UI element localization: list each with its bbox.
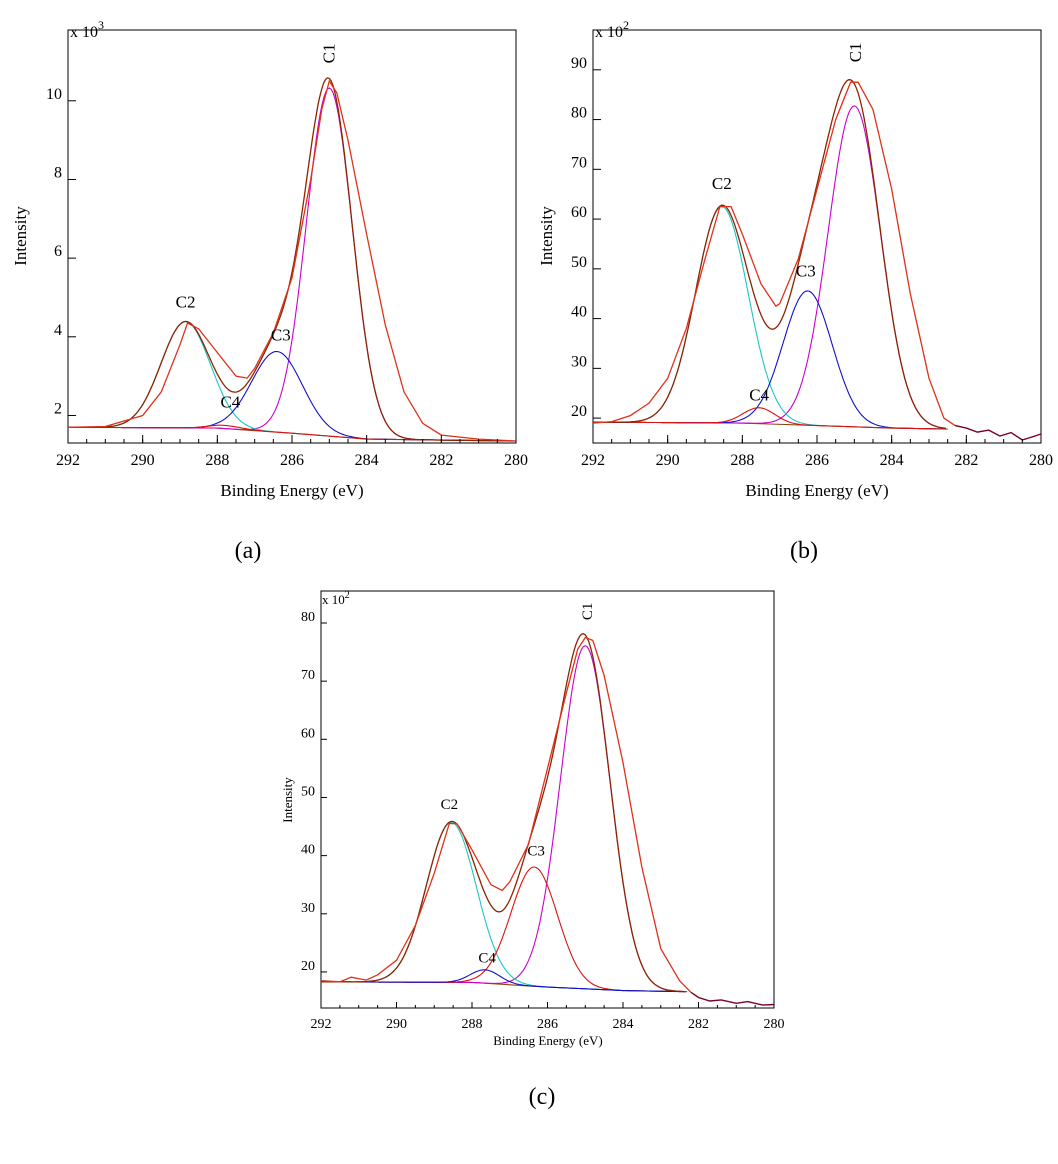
component-c4-line (593, 407, 946, 430)
y-axis-label: Intensity (537, 206, 556, 266)
x-tick-label: 286 (280, 452, 304, 469)
y-tick-label: 2 (54, 400, 62, 417)
x-tick-label: 288 (462, 1017, 483, 1032)
noise-tail-line (954, 424, 1042, 441)
x-tick-label: 290 (386, 1017, 407, 1032)
x-tick-label: 280 (504, 452, 528, 469)
x-tick-label: 286 (537, 1017, 558, 1032)
component-c4-line (321, 969, 686, 993)
x-tick-label: 282 (954, 452, 978, 469)
series-layer: C1 C2 C3 C4 (67, 44, 517, 442)
x-tick-label: 290 (131, 452, 155, 469)
panel-b: C1 C2 C3 C4 292 290 288 286 284 282 280 20 30 40 50 60… (537, 18, 1053, 564)
plot-frame (592, 29, 1042, 444)
multiplier-label: x 102 (595, 18, 629, 41)
y-axis-label: Intensity (280, 777, 295, 823)
panel-label: (a) (235, 538, 262, 564)
plot-frame (67, 29, 517, 444)
panel-label: (c) (529, 1084, 556, 1110)
fit-envelope-line (68, 77, 515, 442)
peak-label-c2: C2 (176, 292, 196, 311)
series-layer: C1 C2 C3 C4 (320, 603, 775, 1006)
x-tick-label: 292 (56, 452, 80, 469)
y-tick-label: 90 (571, 55, 587, 72)
peak-label-c4: C4 (220, 393, 240, 412)
x-axis-label: Binding Energy (eV) (745, 481, 888, 500)
noise-tail-line (690, 991, 775, 1006)
multiplier-label: x 103 (70, 18, 104, 41)
series-layer: C1 C2 C3 C4 (592, 42, 1042, 441)
y-tick-label: 70 (301, 668, 315, 683)
peak-label-c1: C1 (319, 44, 338, 64)
x-axis-label: Binding Energy (eV) (220, 481, 363, 500)
y-tick-label: 20 (571, 403, 587, 420)
component-c1-line (68, 87, 515, 442)
peak-label-c2: C2 (712, 174, 732, 193)
component-c3-line (321, 866, 686, 993)
multiplier-label: x 102 (322, 590, 350, 607)
component-c4-line (68, 424, 515, 442)
y-tick-label: 50 (571, 254, 587, 271)
peak-label-c1: C1 (580, 603, 596, 621)
measured-spectrum-line (592, 81, 956, 427)
peak-label-c2: C2 (441, 797, 459, 813)
panel-c: C1 C2 C3 C4 292 290 288 286 284 282 280 20 30 40 50 60… (280, 590, 785, 1110)
x-tick-label: 280 (1029, 452, 1053, 469)
x-tick-label: 284 (613, 1017, 634, 1032)
x-tick-label: 292 (311, 1017, 332, 1032)
x-tick-label: 286 (805, 452, 829, 469)
fit-envelope-line (593, 79, 946, 429)
y-tick-label: 40 (571, 304, 587, 321)
x-tick-label: 292 (581, 452, 605, 469)
y-tick-label: 10 (46, 86, 62, 103)
peak-label-c3: C3 (527, 844, 545, 860)
plot-frame (320, 590, 775, 1009)
y-tick-label: 40 (301, 843, 315, 858)
component-c1-line (593, 105, 946, 429)
y-tick-label: 50 (301, 784, 315, 799)
x-tick-label: 282 (688, 1017, 709, 1032)
peak-label-c4: C4 (478, 951, 496, 967)
y-tick-label: 30 (571, 353, 587, 370)
y-tick-label: 4 (54, 322, 62, 339)
y-tick-label: 80 (571, 105, 587, 122)
peak-label-c3: C3 (271, 326, 291, 345)
component-c2-line (321, 821, 686, 993)
measured-spectrum-line (320, 636, 692, 993)
y-tick-label: 70 (571, 154, 587, 171)
axes-layer: 292 290 288 286 284 282 280 20 30 40 50 60 70 80 90 (571, 55, 1053, 469)
y-tick-label: 60 (571, 204, 587, 221)
axes-layer: 292 290 288 286 284 282 280 20 30 40 50 60 70 80 (301, 610, 785, 1032)
panel-label: (b) (790, 538, 818, 564)
y-tick-label: 8 (54, 164, 62, 181)
y-tick-label: 6 (54, 243, 62, 260)
panel-a: C1 C2 C3 C4 292 290 288 286 284 282 280 2 4 6 8 10 x 1… (11, 18, 528, 564)
y-tick-label: 60 (301, 726, 315, 741)
axes-layer: 292 290 288 286 284 282 280 2 4 6 8 10 (46, 86, 528, 469)
fit-envelope-line (321, 632, 686, 993)
y-tick-label: 30 (301, 901, 315, 916)
y-tick-label: 80 (301, 610, 315, 625)
x-tick-label: 290 (656, 452, 680, 469)
component-c1-line (321, 645, 686, 993)
x-tick-label: 284 (880, 452, 904, 469)
x-axis-label: Binding Energy (eV) (493, 1033, 603, 1048)
peak-label-c1: C1 (846, 42, 865, 62)
x-tick-label: 288 (730, 452, 754, 469)
x-tick-label: 284 (355, 452, 379, 469)
measured-spectrum-line (67, 79, 517, 442)
y-tick-label: 20 (301, 959, 315, 974)
x-tick-label: 282 (429, 452, 453, 469)
peak-label-c3: C3 (796, 261, 816, 280)
y-axis-label: Intensity (11, 206, 30, 266)
x-tick-label: 280 (764, 1017, 785, 1032)
component-c3-line (593, 290, 946, 430)
x-tick-label: 288 (205, 452, 229, 469)
component-c2-line (68, 321, 515, 442)
peak-label-c4: C4 (749, 386, 769, 405)
